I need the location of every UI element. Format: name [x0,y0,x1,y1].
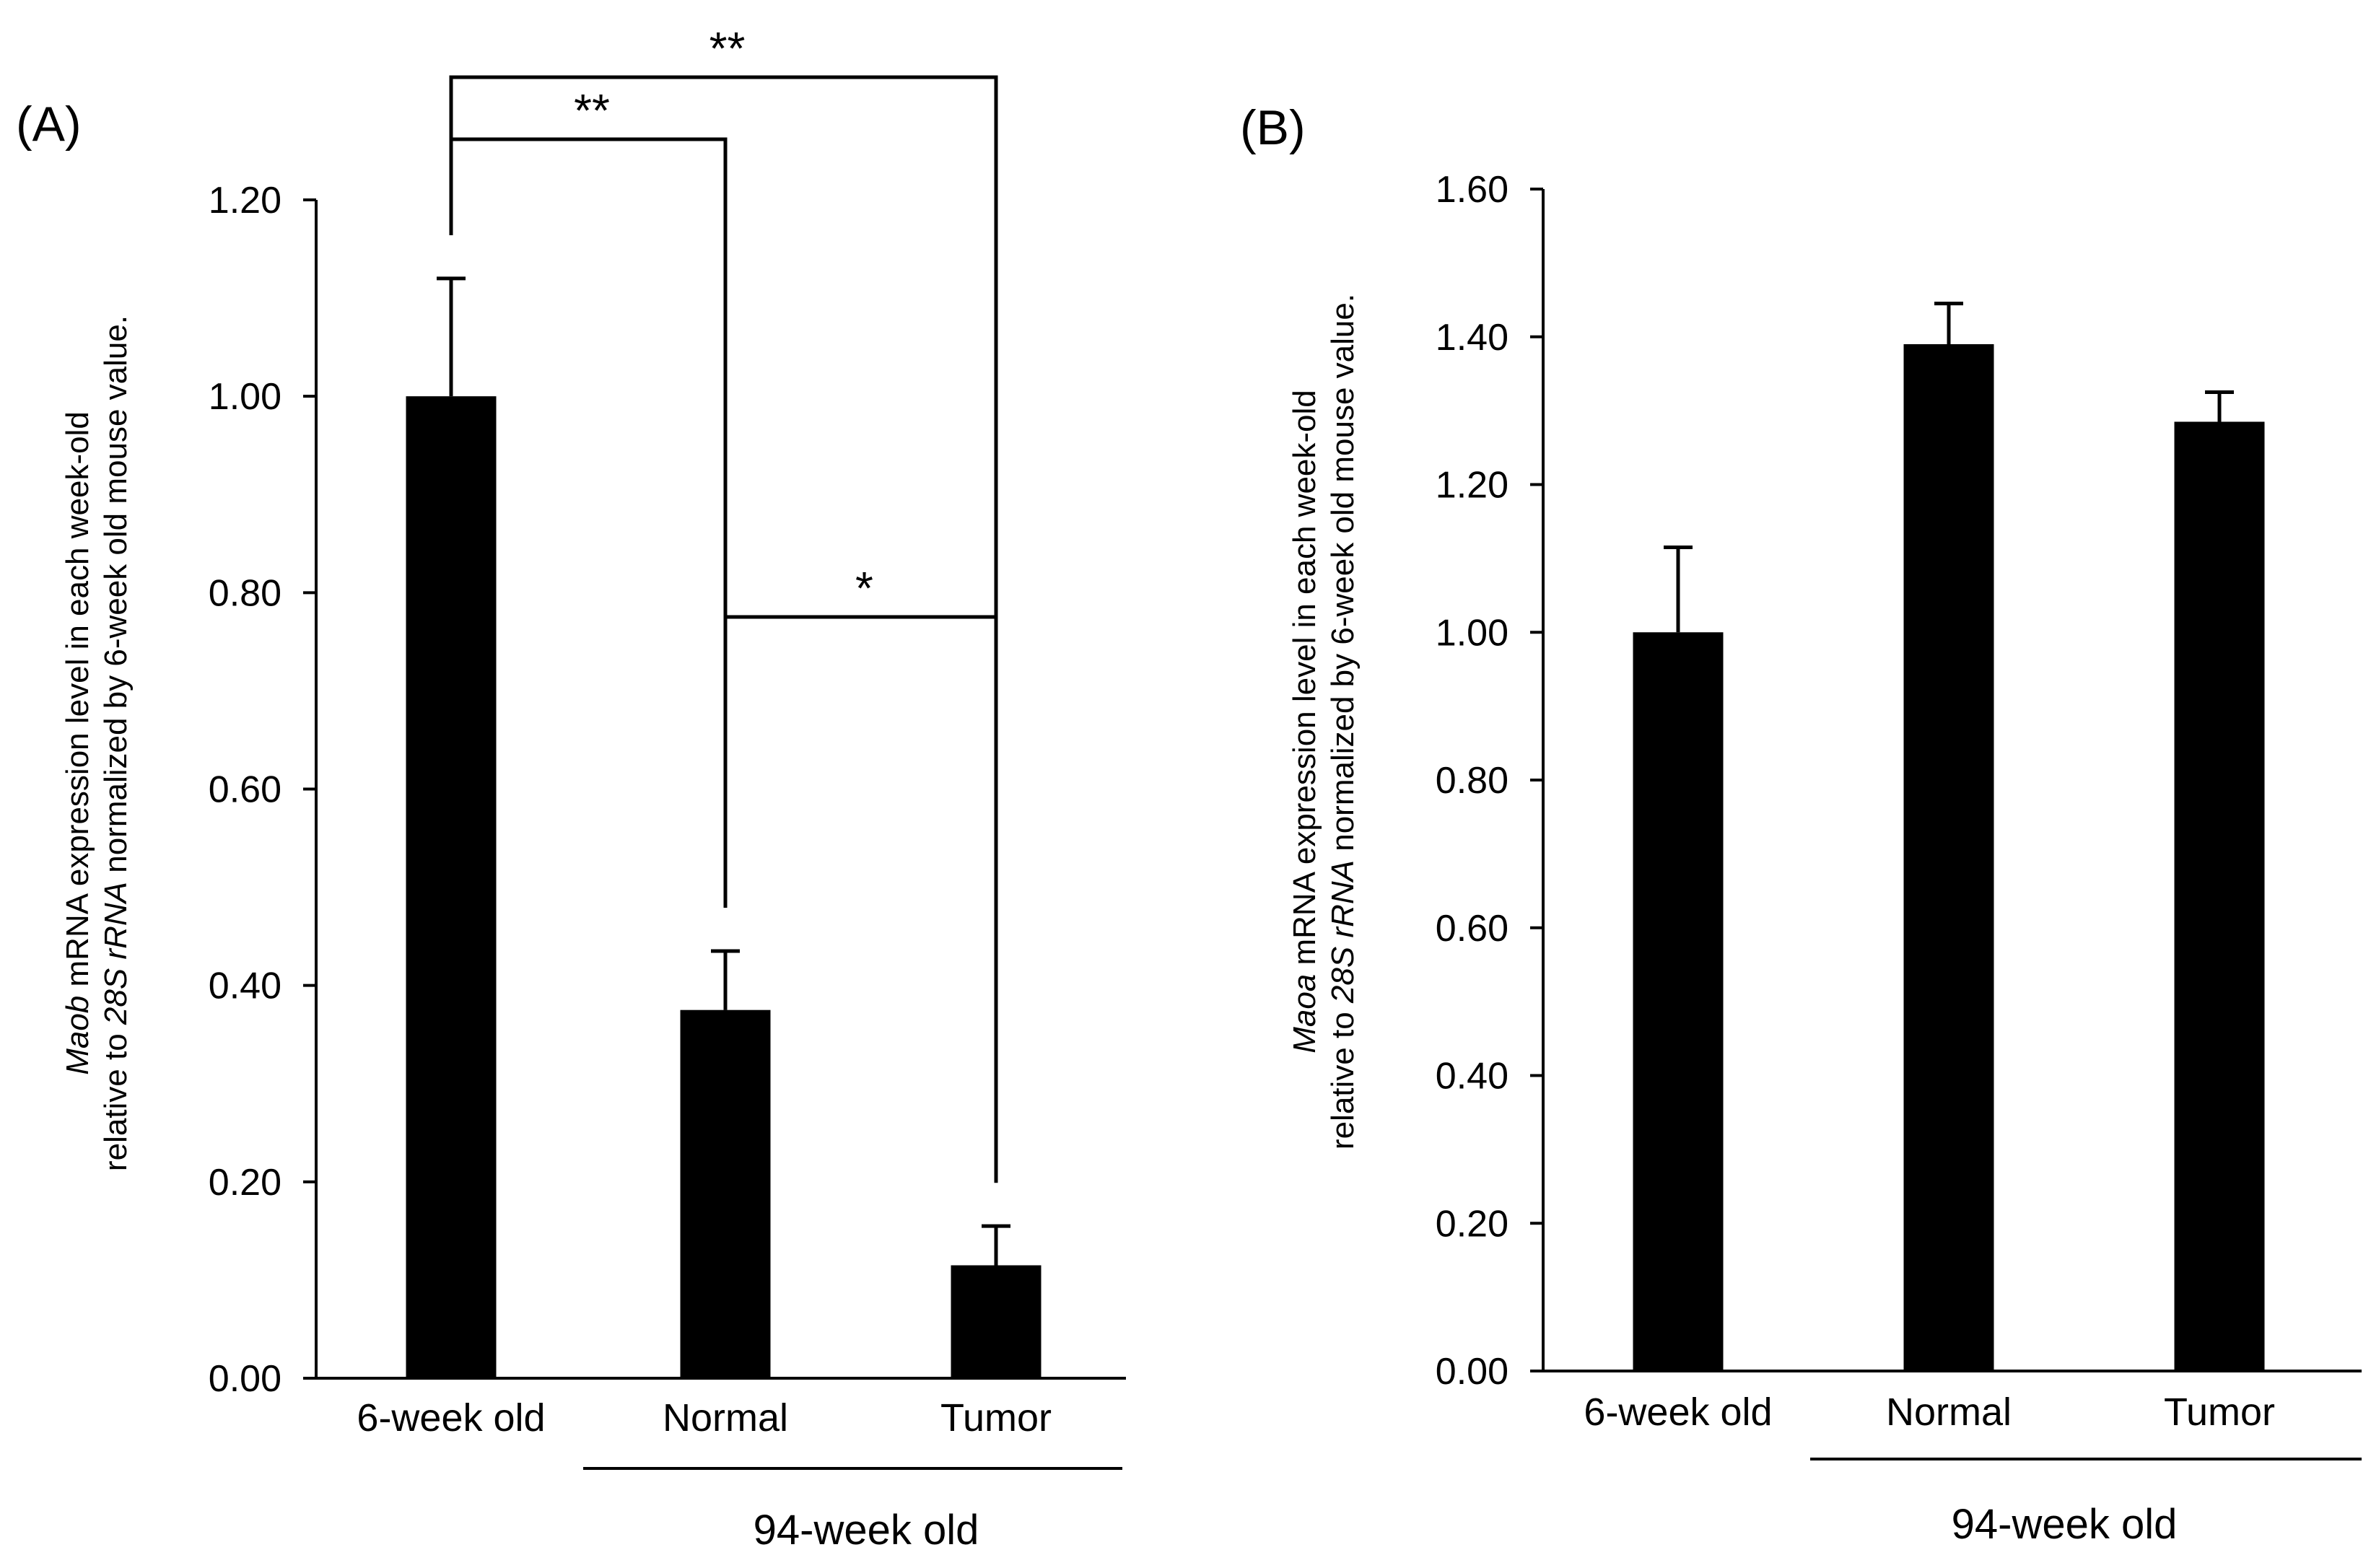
group-label: 94-week old [1952,1501,2178,1548]
y-tick-label: 0.20 [209,1162,281,1204]
panel-label: (A) [16,97,82,152]
x-tick-label: Normal [1886,1390,2012,1434]
x-tick-label: Tumor [2164,1390,2275,1434]
bar [1903,343,1994,1371]
bar [680,1009,771,1378]
y-tick-label: 1.20 [1436,465,1508,507]
y-axis-label-text: mRNA expression level in each week-old [1287,390,1322,974]
significance-label: * [855,562,873,614]
y-tick-label: 0.40 [1436,1056,1508,1098]
y-axis-label-reference: 28S rRNA [98,882,134,1025]
y-tick-label: 0.80 [1436,760,1508,802]
bar [1633,632,1724,1371]
panel-b-chart: (B) 0.00 0.20 0.40 0.60 0.80 1.00 1.20 1.40 1.60 M… [1240,100,2362,1548]
x-tick-label: 6-week old [1584,1390,1772,1434]
y-tick-label: 1.00 [209,376,281,418]
bar [2174,421,2265,1372]
y-axis-label-text: relative to [98,1025,134,1171]
significance-bracket [449,137,728,908]
group-label: 94-week old [754,1507,979,1554]
y-tick-label: 1.40 [1436,317,1508,359]
x-tick-label: 6-week old [357,1396,545,1440]
x-tick-label: Normal [663,1396,788,1440]
y-axis-label-text: relative to [1325,1003,1361,1149]
y-axis-label-reference: 28S rRNA [1325,860,1361,1004]
y-axis-label-line1: Maoa mRNA expression level in each week-… [1287,390,1322,1054]
y-tick-label: 1.00 [1436,612,1508,654]
y-axis-label-line2: relative to 28S rRNA normalized by 6-wee… [1325,294,1361,1149]
significance-label: ** [574,84,610,136]
y-axis-label-line2: relative to 28S rRNA normalized by 6-wee… [98,315,134,1171]
panel-label: (B) [1240,100,1306,155]
y-tick-label: 1.60 [1436,169,1508,211]
y-tick-label: 0.80 [209,572,281,614]
significance-bracket [723,615,998,1183]
y-axis-label-text: normalized by 6-week old mouse value. [1325,294,1361,860]
y-tick-label: 1.20 [209,180,281,222]
y-tick-label: 0.40 [209,965,281,1007]
y-axis-label-text: mRNA expression level in each week-old [60,411,95,996]
y-axis-label-gene: Maoa [1287,974,1322,1054]
y-tick-label: 0.60 [209,769,281,811]
y-tick-label: 0.60 [1436,908,1508,950]
y-axis-label-gene: Maob [60,996,95,1075]
significance-label: ** [709,22,746,74]
y-axis-label-line1: Maob mRNA expression level in each week-… [60,411,95,1075]
bar [951,1265,1042,1378]
y-tick-label: 0.20 [1436,1203,1508,1245]
panel-a-chart: (A) 0.00 0.20 0.40 0.60 0.80 1.00 1.20 Maob mRNA… [16,22,1126,1554]
bar [406,396,497,1378]
x-tick-label: Tumor [940,1396,1052,1440]
y-tick-label: 0.00 [1436,1351,1508,1393]
y-tick-label: 0.00 [209,1358,281,1400]
y-axis-label-text: normalized by 6-week old mouse value. [98,315,134,882]
